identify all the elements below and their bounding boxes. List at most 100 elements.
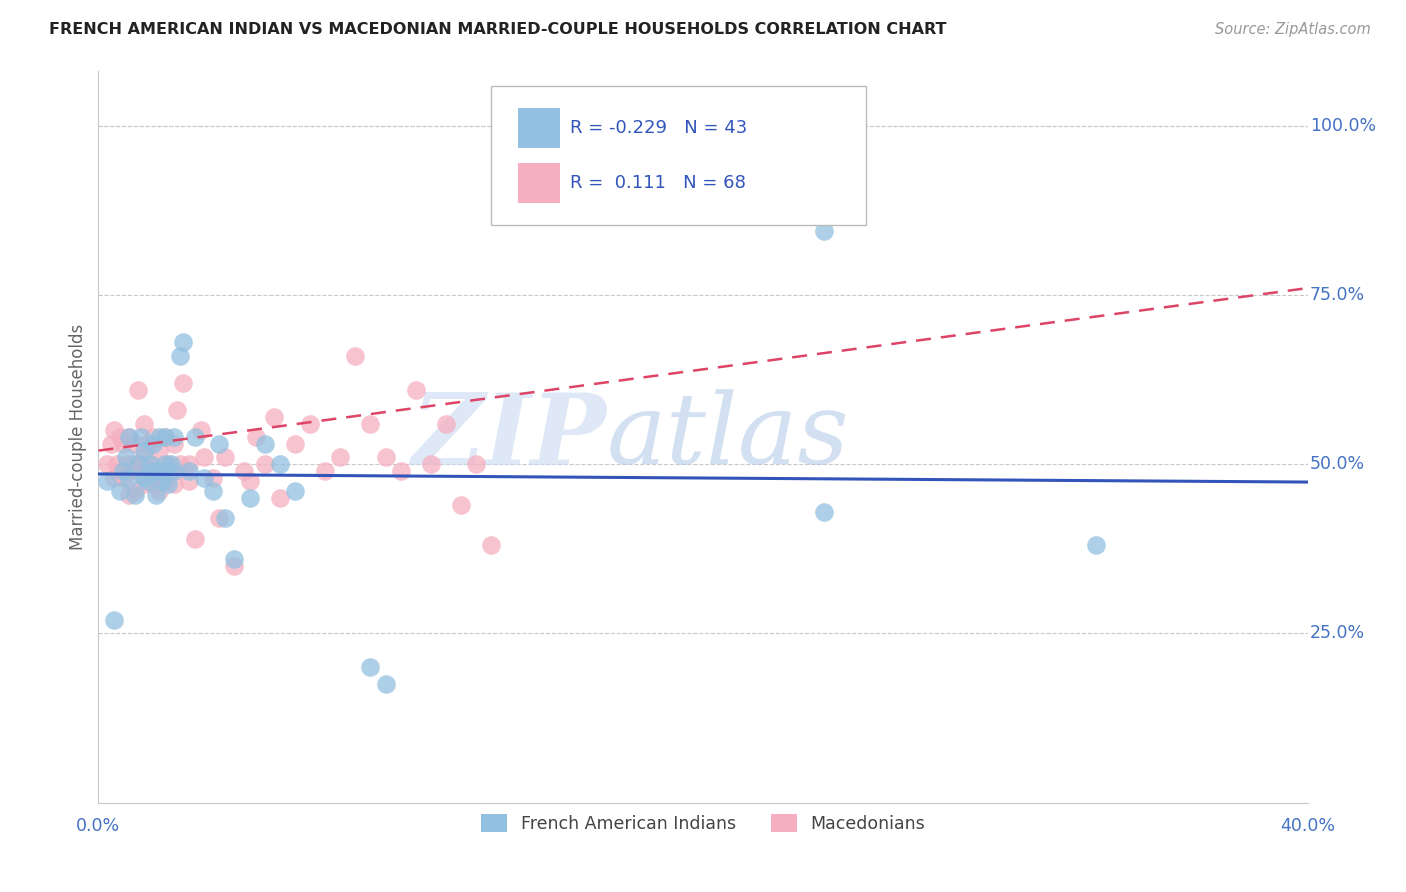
Text: 0.0%: 0.0% (76, 817, 121, 836)
Point (184, 430, 207, 444)
Point (344, 349, 367, 363)
Point (132, 477, 155, 491)
Point (374, 677, 396, 691)
Point (153, 430, 176, 444)
Point (169, 349, 191, 363)
Point (148, 430, 170, 444)
Point (172, 335, 194, 350)
Point (108, 430, 131, 444)
Point (153, 474, 176, 488)
Point (156, 477, 179, 491)
Point (214, 511, 236, 525)
Text: R =  0.111   N = 68: R = 0.111 N = 68 (569, 174, 745, 193)
Point (132, 450, 155, 465)
Point (389, 464, 412, 478)
Legend: French American Indians, Macedonians: French American Indians, Macedonians (472, 805, 934, 842)
Point (139, 457, 162, 471)
Text: atlas: atlas (606, 390, 849, 484)
Point (129, 430, 152, 444)
FancyBboxPatch shape (517, 108, 561, 148)
Point (284, 437, 307, 451)
Text: 100.0%: 100.0% (1310, 117, 1376, 135)
Point (179, 457, 201, 471)
Point (360, 660, 382, 674)
Point (253, 437, 276, 451)
Point (169, 457, 191, 471)
Point (481, 538, 503, 552)
Point (153, 430, 176, 444)
Point (148, 484, 170, 499)
Point (142, 477, 165, 491)
Text: ZIP: ZIP (412, 389, 606, 485)
Point (360, 417, 382, 431)
Point (214, 450, 236, 465)
Point (374, 450, 396, 465)
Point (160, 457, 183, 471)
Text: 40.0%: 40.0% (1279, 817, 1336, 836)
Point (127, 464, 149, 478)
Point (118, 471, 141, 485)
Point (329, 450, 352, 465)
Point (145, 488, 167, 502)
Point (145, 464, 167, 478)
Point (269, 457, 291, 471)
Point (232, 464, 254, 478)
Point (239, 474, 262, 488)
Point (160, 464, 183, 478)
Point (121, 457, 143, 471)
Point (166, 403, 188, 417)
Point (263, 409, 285, 424)
Point (269, 491, 291, 505)
Point (434, 417, 457, 431)
Text: FRENCH AMERICAN INDIAN VS MACEDONIAN MARRIED-COUPLE HOUSEHOLDS CORRELATION CHART: FRENCH AMERICAN INDIAN VS MACEDONIAN MAR… (49, 22, 946, 37)
Point (96, 474, 118, 488)
Point (1085, 538, 1108, 552)
Point (208, 437, 231, 451)
Point (132, 443, 155, 458)
Text: R = -0.229   N = 43: R = -0.229 N = 43 (569, 120, 747, 137)
Y-axis label: Married-couple Households: Married-couple Households (69, 324, 87, 550)
Point (135, 471, 157, 485)
Point (193, 450, 215, 465)
Point (124, 437, 146, 451)
Point (118, 464, 141, 478)
Text: 75.0%: 75.0% (1310, 285, 1365, 304)
Point (420, 457, 443, 471)
Point (405, 383, 427, 397)
Point (193, 471, 215, 485)
Point (127, 457, 149, 471)
Text: Source: ZipAtlas.com: Source: ZipAtlas.com (1215, 22, 1371, 37)
Point (314, 464, 336, 478)
Point (118, 430, 141, 444)
Point (245, 430, 267, 444)
Point (148, 464, 170, 478)
Point (163, 430, 186, 444)
Point (150, 474, 173, 488)
Point (450, 498, 472, 512)
Point (172, 376, 194, 390)
Point (163, 477, 186, 491)
Text: 50.0%: 50.0% (1310, 455, 1365, 473)
Point (163, 437, 186, 451)
Point (202, 484, 225, 499)
Point (299, 417, 322, 431)
Point (103, 613, 125, 627)
Point (108, 484, 131, 499)
Point (813, 223, 835, 237)
Point (111, 464, 134, 478)
FancyBboxPatch shape (517, 163, 561, 203)
Point (114, 457, 136, 471)
Point (103, 423, 125, 437)
Point (129, 457, 152, 471)
Point (179, 474, 201, 488)
Point (190, 423, 212, 437)
Point (135, 474, 157, 488)
Point (124, 484, 146, 499)
Text: 25.0%: 25.0% (1310, 624, 1365, 642)
Point (153, 457, 176, 471)
Point (208, 511, 231, 525)
Point (105, 457, 128, 471)
FancyBboxPatch shape (492, 86, 866, 225)
Point (179, 464, 201, 478)
Point (163, 464, 186, 478)
